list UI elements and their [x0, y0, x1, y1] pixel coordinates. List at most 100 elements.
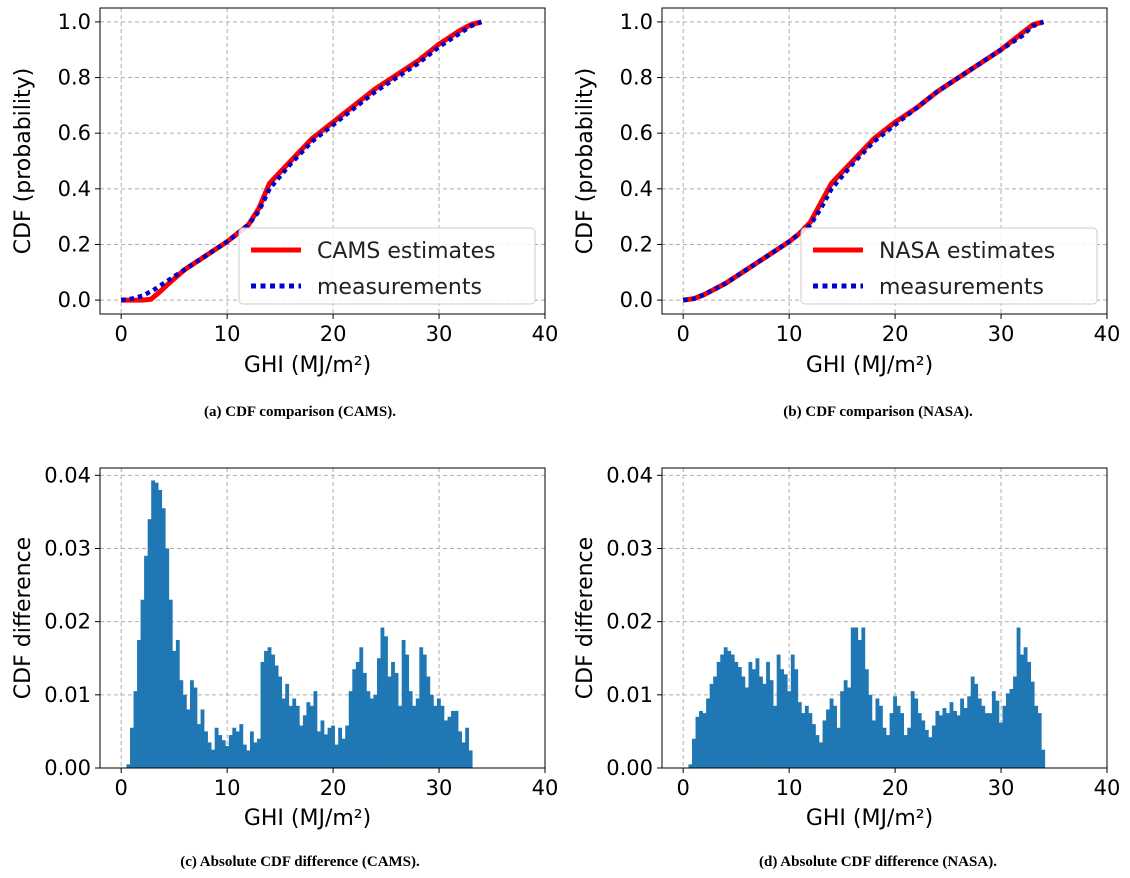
histogram-bar	[819, 742, 823, 768]
histogram-bar	[840, 691, 845, 768]
histogram-bar	[702, 713, 707, 768]
histogram-bar	[928, 737, 933, 768]
histogram-bar	[384, 636, 388, 768]
histogram-bar	[433, 705, 438, 768]
histogram-bar	[967, 696, 972, 768]
histogram-bar	[175, 639, 180, 768]
histogram-bar	[737, 667, 742, 768]
legend: NASA estimates measurements	[800, 227, 1098, 305]
y-tick-label: 0.04	[606, 463, 653, 487]
histogram-bar	[309, 705, 314, 768]
histogram-bar	[857, 639, 862, 768]
x-tick-label: 20	[882, 322, 909, 346]
x-tick-label: 40	[532, 776, 559, 800]
histogram-bar	[387, 676, 392, 768]
histogram-bar	[461, 742, 466, 768]
histogram-bar	[144, 555, 148, 768]
histogram-bar	[910, 691, 915, 768]
histogram-bar	[921, 720, 926, 768]
histogram-bar	[822, 720, 827, 768]
histogram-bar	[172, 650, 177, 768]
histogram-bar	[713, 676, 718, 768]
y-tick-label: 0.8	[620, 66, 653, 90]
histogram-bar	[864, 669, 869, 768]
x-tick-label: 0	[115, 322, 128, 346]
histogram-bar	[189, 680, 194, 768]
figure-caption: (a) CDF comparison (CAMS).	[204, 404, 396, 420]
histogram-bar	[889, 713, 894, 768]
figure-caption: (c) Absolute CDF difference (CAMS).	[180, 854, 420, 870]
series-line-estimates	[121, 19, 483, 303]
histogram-bar	[1030, 681, 1035, 768]
histogram-bar	[949, 702, 954, 768]
histogram-bar	[193, 687, 198, 768]
histogram-bar	[875, 698, 880, 768]
histogram-bar	[871, 720, 876, 768]
y-tick-label: 0.4	[620, 177, 653, 201]
histogram-bar	[692, 738, 696, 768]
histogram-bar	[903, 735, 908, 768]
histogram-bar	[886, 735, 890, 768]
histogram-bar	[787, 691, 792, 768]
histogram-bar	[801, 713, 806, 768]
histogram-bar	[893, 696, 897, 768]
histogram-bar	[147, 519, 152, 768]
histogram-bar	[362, 672, 367, 768]
histogram-bar	[741, 676, 746, 768]
x-tick-label: 10	[776, 322, 803, 346]
histogram-bar	[695, 716, 700, 768]
legend-label: CAMS estimates	[317, 239, 496, 264]
histogram-bar	[281, 698, 286, 768]
histogram-bar	[854, 627, 859, 768]
legend-label: measurements	[317, 275, 482, 300]
histogram-bar	[200, 709, 205, 768]
histogram-bar	[790, 654, 795, 768]
x-axis-label: GHI (MJ/m²)	[806, 353, 933, 378]
y-tick-label: 0.03	[606, 536, 653, 560]
series-line-measurements	[682, 19, 1045, 303]
histogram-bar	[126, 764, 131, 768]
histogram-bar	[977, 698, 982, 768]
legend: CAMS estimates measurements	[238, 227, 536, 305]
histogram-bar	[783, 674, 788, 768]
histogram-bar	[896, 705, 901, 768]
y-tick-label: 0.2	[58, 232, 91, 256]
x-tick-label: 0	[677, 776, 690, 800]
histogram-bar	[762, 683, 767, 768]
histogram-bar	[419, 647, 424, 768]
histogram-bar	[394, 672, 399, 768]
histogram-bar	[232, 727, 237, 768]
chart-panel-3: 0 10 20 30 40 0.00 0.01 0.02 0.03 0.04 GHI (MJ/m²)…	[573, 463, 1120, 870]
histogram-bar	[981, 705, 986, 768]
histogram-bar	[436, 698, 441, 768]
y-axis-label: CDF (probability)	[573, 68, 598, 255]
histogram-bar	[991, 691, 996, 768]
y-tick-label: 0.02	[606, 610, 653, 634]
y-axis-label: CDF (probability)	[11, 68, 36, 255]
histogram-bar	[1023, 647, 1028, 768]
histogram-bar	[218, 735, 223, 768]
y-tick-label: 0.0	[58, 288, 91, 312]
figure-caption: (b) CDF comparison (NASA).	[783, 404, 973, 420]
histogram-bar	[278, 676, 283, 768]
histogram-bar	[182, 694, 187, 768]
y-axis-label: CDF difference	[11, 537, 36, 699]
histogram-bar	[422, 654, 427, 768]
x-tick-label: 20	[320, 776, 347, 800]
histogram-bar	[1016, 627, 1021, 768]
histogram-bar	[334, 744, 339, 768]
histogram-bar	[130, 727, 134, 768]
histogram-bar	[221, 740, 226, 768]
histogram-bar	[900, 713, 905, 768]
histogram-bar	[415, 698, 420, 768]
histogram-bar	[352, 669, 357, 768]
histogram-bar	[1013, 676, 1017, 768]
histogram-bar	[766, 661, 770, 768]
histogram-bar	[843, 680, 848, 768]
plot-frame	[99, 7, 546, 315]
legend-label: NASA estimates	[879, 239, 1055, 264]
histogram-bar	[963, 708, 968, 768]
histogram-bar	[833, 705, 837, 768]
histogram-bar	[299, 725, 304, 768]
histogram-bar	[688, 764, 693, 768]
